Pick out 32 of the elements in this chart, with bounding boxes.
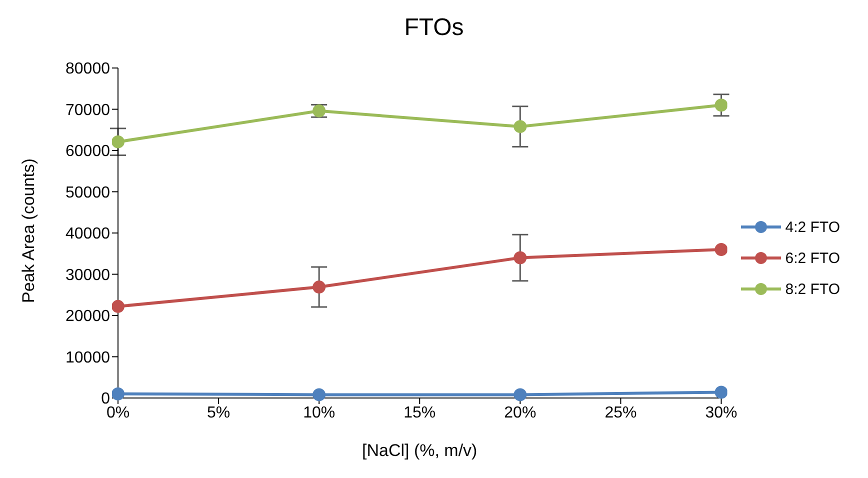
point: [514, 388, 527, 402]
point: [312, 280, 326, 294]
legend-label: 8:2 FTO: [785, 280, 840, 298]
point: [112, 387, 124, 400]
y-tick-label: 50000: [66, 184, 110, 202]
x-tick-label: 5%: [206, 404, 230, 422]
x-axis-title: [NaCl] (%, m/v): [362, 441, 478, 460]
y-tick-label: 30000: [66, 266, 110, 284]
point: [312, 388, 326, 402]
y-tick-label: 10000: [66, 349, 110, 366]
point: [514, 251, 527, 264]
x-tick-label: 25%: [604, 404, 637, 422]
point: [714, 386, 728, 399]
y-axis-title: Peak Area (counts): [19, 158, 38, 303]
point: [312, 104, 326, 118]
legend-label: 4:2 FTO: [785, 218, 840, 236]
y-tick-label: 70000: [66, 102, 110, 119]
x-tick-label: 20%: [504, 404, 536, 422]
y-tick-label: 20000: [66, 308, 110, 326]
point: [714, 243, 728, 256]
point: [714, 98, 728, 112]
x-tick-label: 15%: [404, 404, 436, 422]
point: [112, 135, 124, 148]
y-tick-label: 40000: [66, 226, 110, 243]
point: [112, 300, 124, 313]
x-tick-label: 30%: [705, 404, 738, 422]
x-tick-label: 10%: [303, 404, 336, 422]
y-tick-label: 60000: [66, 143, 110, 160]
chart-title: FTOs: [403, 13, 465, 43]
y-tick-label: 80000: [66, 60, 110, 78]
point: [514, 120, 527, 134]
legend-label: 6:2 FTO: [785, 250, 840, 266]
